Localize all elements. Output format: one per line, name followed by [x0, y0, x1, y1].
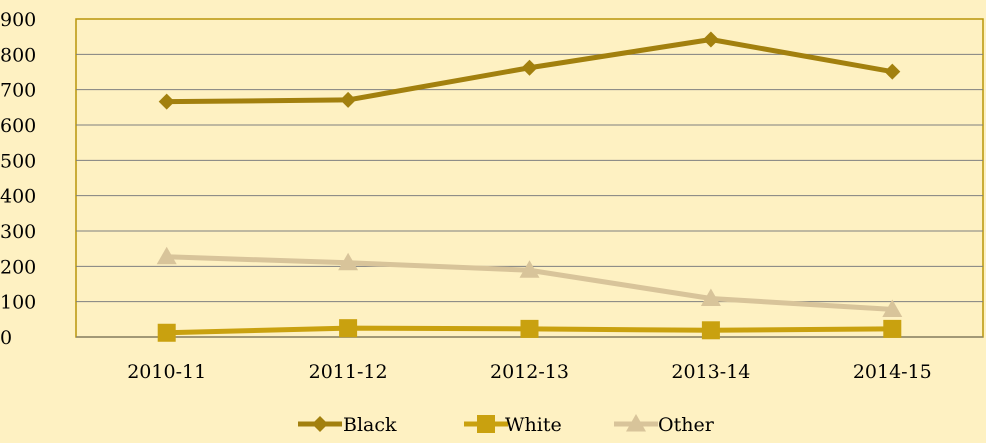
y-tick-label: 0: [0, 327, 12, 349]
x-tick-label: 2011-12: [309, 361, 388, 383]
legend-marker-white: [477, 415, 495, 433]
legend-marker-black: [312, 416, 328, 432]
legend-label-other: Other: [658, 414, 715, 436]
data-point-other: [338, 252, 359, 271]
data-point-white: [520, 319, 539, 338]
legend-label-white: White: [505, 414, 562, 436]
data-point-white: [339, 319, 358, 338]
gridlines: [76, 53, 983, 303]
legend: Black White Other: [298, 414, 715, 436]
y-tick-label: 900: [0, 9, 36, 31]
data-point-white: [157, 323, 176, 342]
data-point-black: [521, 59, 538, 76]
data-point-white: [701, 321, 720, 340]
data-point-white: [883, 319, 902, 338]
series-lines: [156, 31, 903, 342]
y-tick-label: 200: [0, 256, 36, 278]
data-point-black: [884, 63, 901, 80]
data-point-black: [340, 91, 357, 108]
x-tick-label: 2013-14: [671, 361, 750, 383]
y-tick-label: 500: [0, 150, 36, 172]
legend-item-white: White: [464, 414, 562, 436]
data-point-other: [156, 246, 177, 265]
y-tick-label: 400: [0, 186, 36, 208]
x-tick-label: 2012-13: [490, 361, 569, 383]
legend-marker-other: [626, 414, 646, 432]
legend-label-black: Black: [343, 414, 397, 436]
data-point-black: [702, 31, 719, 48]
data-point-black: [158, 93, 175, 110]
y-tick-label: 700: [0, 80, 36, 102]
data-point-other: [519, 260, 540, 278]
x-tick-label: 2014-15: [853, 361, 932, 383]
data-point-other: [700, 288, 721, 306]
x-axis: 2010-11 2011-12 2012-13 2013-14 2014-15: [76, 336, 983, 383]
y-axis: 0 100 200 300 400 500 600 700 800 900: [0, 9, 36, 349]
y-tick-label: 600: [0, 115, 36, 137]
legend-item-other: Other: [614, 414, 715, 436]
data-point-other: [882, 299, 903, 317]
y-tick-label: 100: [0, 292, 36, 314]
x-tick-label: 2010-11: [127, 361, 206, 383]
y-tick-label: 300: [0, 221, 36, 243]
y-tick-label: 800: [0, 44, 36, 66]
legend-item-black: Black: [298, 414, 397, 436]
